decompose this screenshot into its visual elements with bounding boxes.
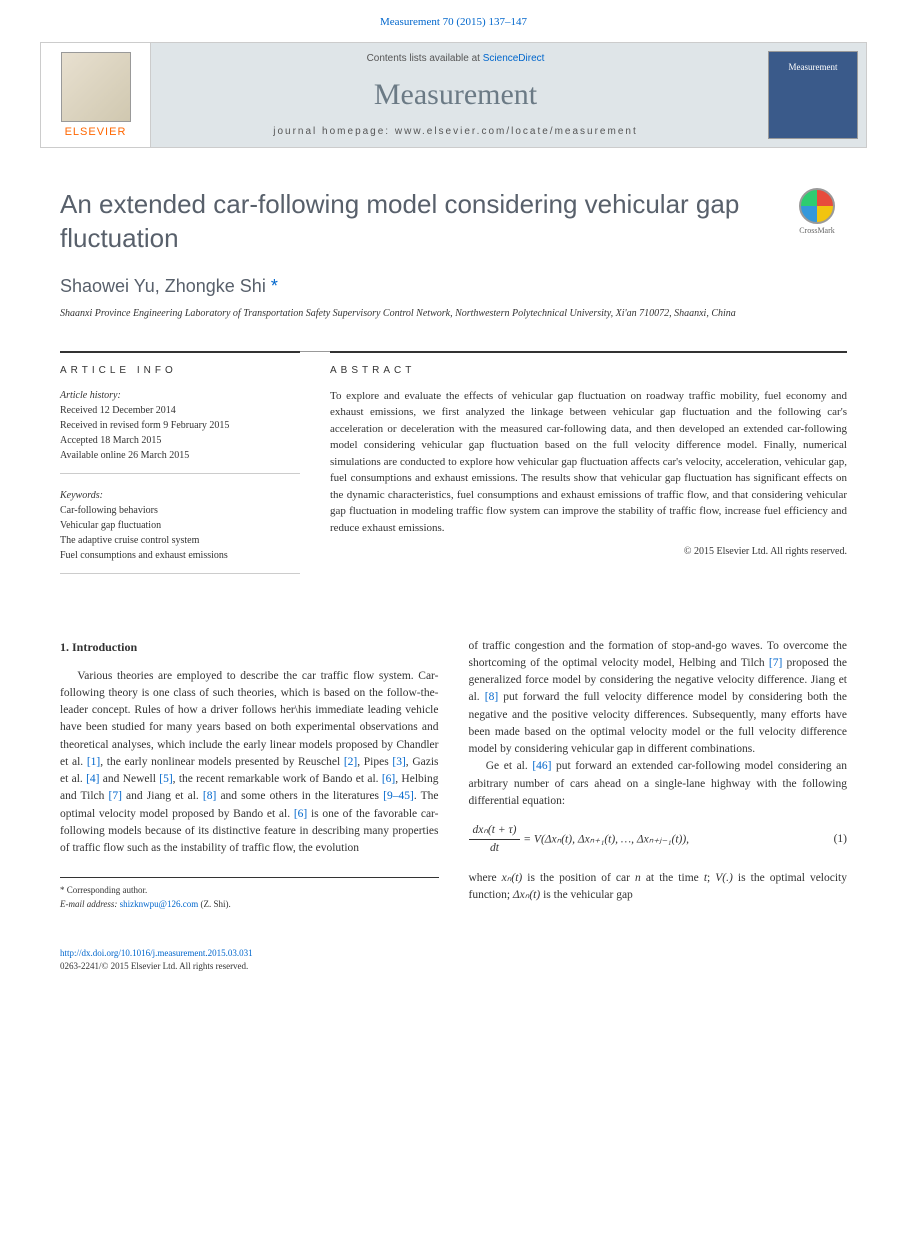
affiliation: Shaanxi Province Engineering Laboratory …	[60, 307, 847, 321]
publisher-logo[interactable]: ELSEVIER	[41, 43, 151, 147]
keywords-block: Keywords: Car-following behaviors Vehicu…	[60, 488, 300, 574]
equation-where: where xₙ(t) is the position of car n at …	[469, 870, 848, 905]
keyword: The adaptive cruise control system	[60, 533, 300, 548]
equation-1: dxₙ(t + τ)dt = V(Δxₙ(t), Δxₙ₊₁(t), …, Δx…	[469, 822, 848, 858]
contents-line: Contents lists available at ScienceDirec…	[151, 53, 760, 64]
section-heading-intro: 1. Introduction	[60, 638, 439, 656]
sciencedirect-link[interactable]: ScienceDirect	[483, 53, 545, 64]
equation-number: (1)	[834, 831, 847, 848]
ref-link[interactable]: [2]	[344, 756, 357, 768]
abstract-text: To explore and evaluate the effects of v…	[330, 388, 847, 537]
abstract-column: ABSTRACT To explore and evaluate the eff…	[330, 351, 847, 588]
abstract-heading: ABSTRACT	[330, 365, 847, 376]
issn-copyright: 0263-2241/© 2015 Elsevier Ltd. All right…	[60, 961, 248, 971]
intro-paragraph: Various theories are employed to describ…	[60, 668, 439, 858]
ref-link[interactable]: [46]	[532, 760, 551, 772]
journal-name: Measurement	[151, 78, 760, 112]
intro-paragraph-2: Ge et al. [46] put forward an extended c…	[469, 758, 848, 810]
ref-link[interactable]: [8]	[485, 691, 498, 703]
journal-homepage: journal homepage: www.elsevier.com/locat…	[151, 126, 760, 137]
online-date: Available online 26 March 2015	[60, 448, 300, 463]
accepted-date: Accepted 18 March 2015	[60, 433, 300, 448]
ref-link[interactable]: [5]	[159, 773, 172, 785]
corresponding-marker[interactable]: *	[271, 276, 278, 296]
publisher-name: ELSEVIER	[65, 126, 127, 138]
ref-link[interactable]: [6]	[382, 773, 395, 785]
ref-link[interactable]: [6]	[294, 808, 307, 820]
ref-link[interactable]: [7]	[109, 790, 122, 802]
email-link[interactable]: shizknwpu@126.com	[120, 899, 199, 909]
ref-link[interactable]: [4]	[86, 773, 99, 785]
keyword: Car-following behaviors	[60, 503, 300, 518]
citation-header: Measurement 70 (2015) 137–147	[0, 0, 907, 42]
ref-link[interactable]: [9–45]	[383, 790, 414, 802]
revised-date: Received in revised form 9 February 2015	[60, 418, 300, 433]
citation-link[interactable]: Measurement 70 (2015) 137–147	[380, 16, 527, 28]
received-date: Received 12 December 2014	[60, 403, 300, 418]
article-title: An extended car-following model consider…	[60, 188, 787, 256]
article-info-heading: ARTICLE INFO	[60, 365, 300, 376]
ref-link[interactable]: [1]	[87, 756, 100, 768]
elsevier-tree-icon	[61, 52, 131, 122]
journal-cover-thumbnail[interactable]: Measurement	[768, 51, 858, 139]
doi-footer: http://dx.doi.org/10.1016/j.measurement.…	[0, 947, 907, 992]
homepage-url[interactable]: www.elsevier.com/locate/measurement	[395, 126, 638, 137]
body-column-left: 1. Introduction Various theories are emp…	[60, 638, 439, 912]
abstract-copyright: © 2015 Elsevier Ltd. All rights reserved…	[330, 546, 847, 557]
masthead-center: Contents lists available at ScienceDirec…	[151, 43, 760, 147]
ref-link[interactable]: [8]	[203, 790, 216, 802]
article-info-column: ARTICLE INFO Article history: Received 1…	[60, 351, 300, 588]
crossmark-badge[interactable]: CrossMark	[787, 188, 847, 235]
intro-paragraph-cont: of traffic congestion and the formation …	[469, 638, 848, 759]
corresponding-footnote: * Corresponding author. E-mail address: …	[60, 877, 439, 911]
journal-masthead: ELSEVIER Contents lists available at Sci…	[40, 42, 867, 148]
authors: Shaowei Yu, Zhongke Shi *	[60, 276, 847, 297]
ref-link[interactable]: [7]	[769, 657, 782, 669]
crossmark-icon	[799, 188, 835, 224]
body-column-right: of traffic congestion and the formation …	[469, 638, 848, 912]
article-history: Article history: Received 12 December 20…	[60, 388, 300, 474]
keyword: Fuel consumptions and exhaust emissions	[60, 548, 300, 563]
keyword: Vehicular gap fluctuation	[60, 518, 300, 533]
doi-link[interactable]: http://dx.doi.org/10.1016/j.measurement.…	[60, 948, 253, 958]
ref-link[interactable]: [3]	[392, 756, 405, 768]
